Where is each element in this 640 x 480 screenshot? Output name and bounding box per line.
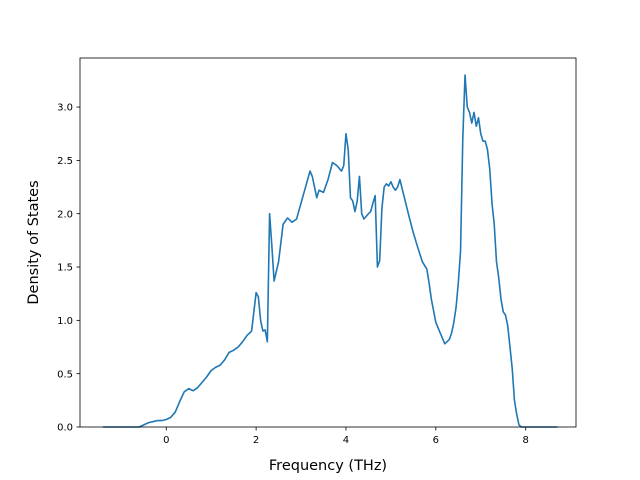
x-axis-label: Frequency (THz) [269,458,387,474]
dos-line [102,74,558,428]
x-tick-label: 8 [522,435,528,446]
x-tick-label: 4 [343,435,349,446]
y-axis-label: Density of States [26,180,42,304]
y-tick-label: 2.5 [57,156,73,167]
y-tick-label: 1.5 [57,263,73,274]
y-tick-label: 0.5 [57,369,73,380]
plot-frame [79,57,577,428]
y-tick-label: 2.0 [57,209,73,220]
plot-area [80,58,576,427]
x-tick-label: 6 [433,435,439,446]
y-tick-label: 3.0 [57,103,73,114]
series-layer [102,74,558,428]
x-tick-label: 0 [163,435,169,446]
y-tick-label: 0.0 [57,423,73,434]
y-tick-label: 1.0 [57,316,73,327]
y-axis-ticks: 0.0 0.5 1.0 1.5 2.0 2.5 3.0 [57,103,80,434]
x-tick-label: 2 [253,435,259,446]
